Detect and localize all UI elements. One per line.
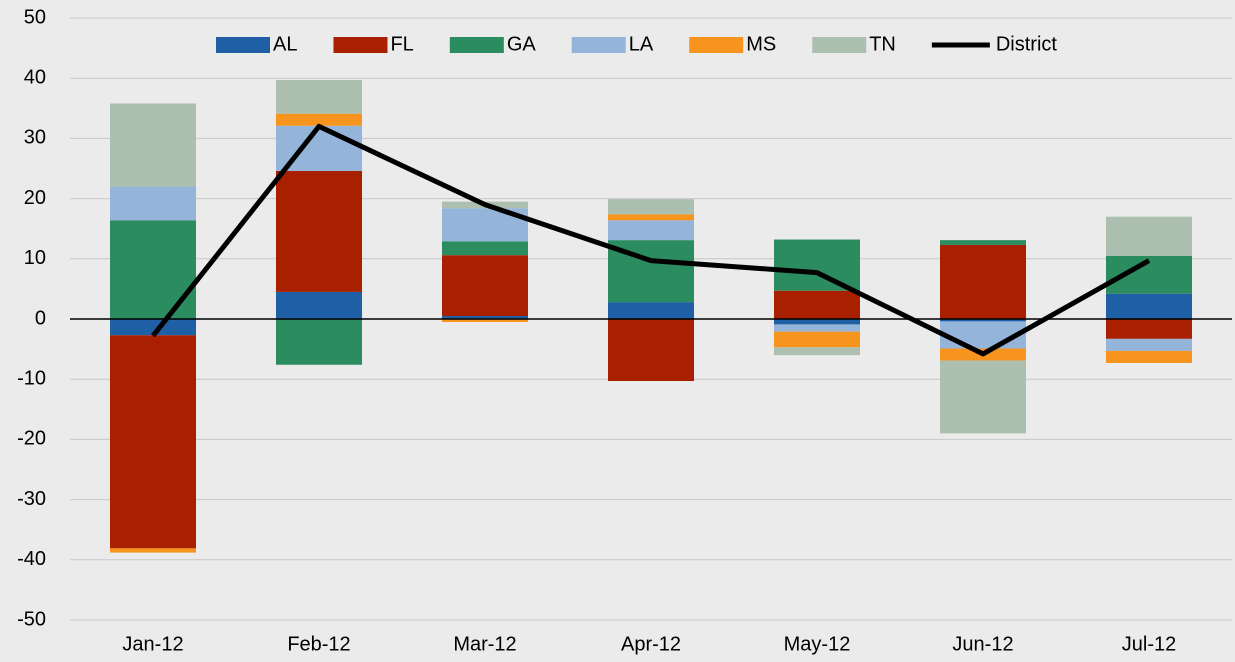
bar-segment <box>276 291 362 319</box>
bar-segment <box>774 331 860 348</box>
x-tick-label: Jul-12 <box>1122 633 1176 655</box>
bar-segment <box>1106 293 1192 319</box>
x-tick-label: Apr-12 <box>621 633 681 655</box>
bar-segment <box>940 240 1026 245</box>
bar-segment <box>608 214 694 221</box>
bar-segment <box>442 241 528 256</box>
bar-segment <box>608 220 694 241</box>
bar-segment <box>774 239 860 291</box>
y-tick-label: 10 <box>24 247 46 269</box>
bar-segment <box>774 319 860 325</box>
y-tick-label: -40 <box>17 548 46 570</box>
bar-segment <box>940 244 1026 319</box>
y-tick-label: 20 <box>24 187 46 209</box>
legend-label: District <box>996 33 1058 55</box>
y-tick-label: -20 <box>17 428 46 450</box>
y-tick-label: -10 <box>17 367 46 389</box>
bar-segment <box>442 255 528 316</box>
bar-segment <box>442 315 528 319</box>
x-tick-label: Jan-12 <box>122 633 183 655</box>
legend-swatch <box>571 37 626 53</box>
y-tick-label: -50 <box>17 608 46 630</box>
bar-segment <box>110 103 196 187</box>
y-tick-label: -30 <box>17 488 46 510</box>
bar-segment <box>110 548 196 553</box>
legend-label: GA <box>507 33 537 55</box>
x-tick-label: Feb-12 <box>287 633 350 655</box>
bar-segment <box>608 319 694 382</box>
legend-swatch <box>333 37 388 53</box>
legend-label: AL <box>273 33 297 55</box>
bar-segment <box>442 319 528 323</box>
x-tick-label: May-12 <box>784 633 851 655</box>
bar-segment <box>940 360 1026 434</box>
x-tick-label: Jun-12 <box>952 633 1013 655</box>
legend-label: LA <box>629 33 654 55</box>
legend-swatch <box>812 37 867 53</box>
district-line <box>151 123 1151 357</box>
bar-segment <box>110 335 196 549</box>
legend-swatch <box>689 37 744 53</box>
marks <box>70 80 1232 553</box>
bar-segment <box>110 220 196 319</box>
bar-segment <box>110 319 196 336</box>
y-tick-label: 0 <box>35 307 46 329</box>
bar-segment <box>774 347 860 356</box>
bar-segment <box>1106 350 1192 363</box>
y-tick-label: 40 <box>24 66 46 88</box>
bar-segment <box>1106 319 1192 339</box>
y-tick-label: 50 <box>24 6 46 28</box>
legend-swatch <box>216 37 270 53</box>
legend-swatch <box>449 37 504 53</box>
bar-segment <box>276 113 362 126</box>
bar-segment <box>940 319 1026 322</box>
legend-label: TN <box>869 33 896 55</box>
y-tick-label: 30 <box>24 127 46 149</box>
bar-segment <box>276 170 362 292</box>
legend: AL FL GA LA MS TN District <box>216 33 1057 55</box>
bar-segment <box>1106 216 1192 256</box>
bar-segment <box>608 199 694 215</box>
bar-segment <box>276 319 362 365</box>
bar-segment <box>608 302 694 319</box>
legend-label: MS <box>746 33 776 55</box>
bar-segment <box>774 324 860 332</box>
bar-segment <box>110 186 196 221</box>
bar-segment <box>1106 338 1192 351</box>
bar-segment <box>774 290 860 319</box>
bar-segment <box>276 80 362 114</box>
x-tick-label: Mar-12 <box>453 633 516 655</box>
legend-label: FL <box>390 33 413 55</box>
